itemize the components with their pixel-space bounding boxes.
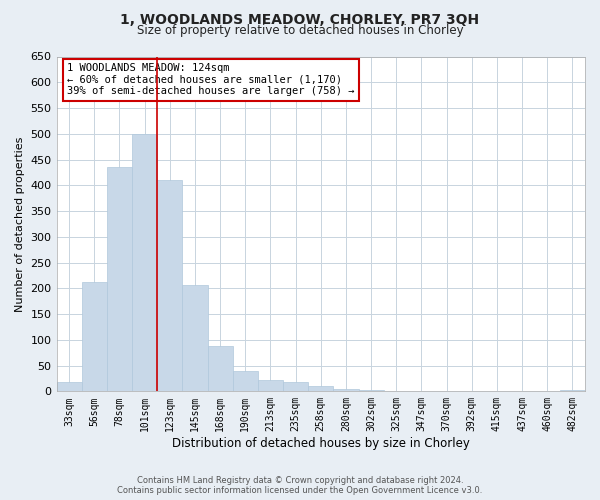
Bar	[409, 391, 434, 392]
Bar	[509, 391, 535, 392]
Bar	[56, 382, 82, 392]
Bar	[132, 134, 157, 392]
Bar	[258, 380, 283, 392]
Text: 1, WOODLANDS MEADOW, CHORLEY, PR7 3QH: 1, WOODLANDS MEADOW, CHORLEY, PR7 3QH	[121, 12, 479, 26]
Bar	[283, 382, 308, 392]
Text: 1 WOODLANDS MEADOW: 124sqm
← 60% of detached houses are smaller (1,170)
39% of s: 1 WOODLANDS MEADOW: 124sqm ← 60% of deta…	[67, 63, 355, 96]
Bar	[334, 390, 359, 392]
Bar	[157, 180, 182, 392]
Bar	[208, 346, 233, 392]
Y-axis label: Number of detached properties: Number of detached properties	[15, 136, 25, 312]
Text: Contains HM Land Registry data © Crown copyright and database right 2024.
Contai: Contains HM Land Registry data © Crown c…	[118, 476, 482, 495]
Bar	[107, 168, 132, 392]
Text: Size of property relative to detached houses in Chorley: Size of property relative to detached ho…	[137, 24, 463, 37]
Bar	[434, 391, 459, 392]
Bar	[182, 284, 208, 392]
Bar	[82, 282, 107, 392]
Bar	[233, 370, 258, 392]
Bar	[308, 386, 334, 392]
Bar	[359, 390, 383, 392]
X-axis label: Distribution of detached houses by size in Chorley: Distribution of detached houses by size …	[172, 437, 470, 450]
Bar	[560, 390, 585, 392]
Bar	[383, 391, 409, 392]
